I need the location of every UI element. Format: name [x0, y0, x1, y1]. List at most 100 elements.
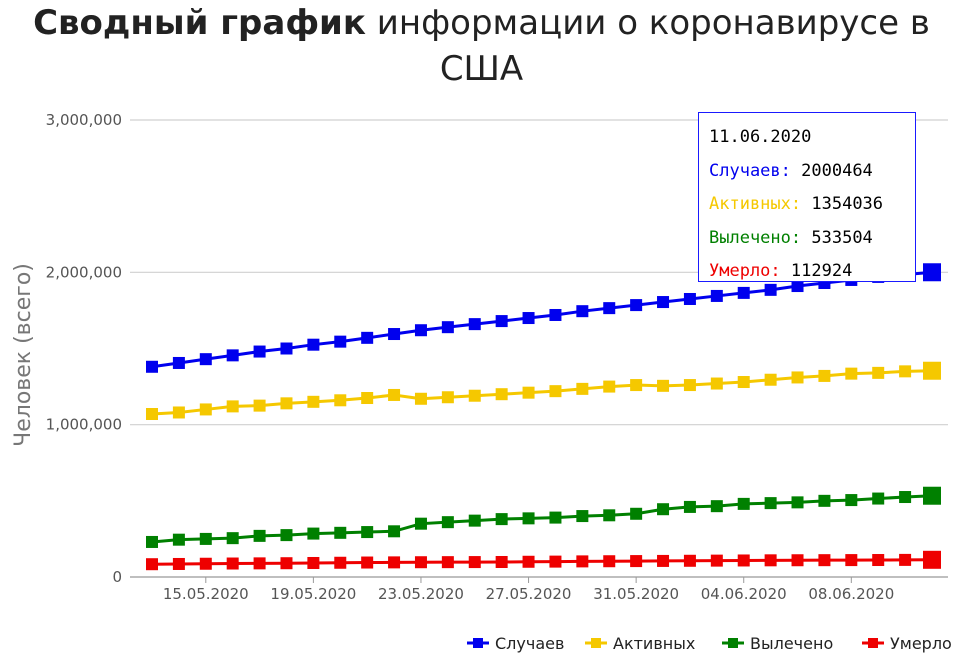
- data-point-active: [334, 394, 347, 407]
- data-point-recovered: [657, 503, 670, 516]
- y-tick-label: 3,000,000: [46, 111, 122, 129]
- data-point-cases: [683, 292, 696, 305]
- data-point-active: [630, 379, 643, 392]
- data-point-cases: [334, 335, 347, 348]
- data-point-deaths: [307, 556, 320, 569]
- page-title: Сводный график информации о коронавирусе…: [0, 0, 963, 92]
- data-point-active: [737, 376, 750, 389]
- data-point-cases: [710, 289, 723, 302]
- data-point-deaths: [146, 558, 158, 571]
- tooltip-value-active: 1354036: [811, 194, 884, 214]
- data-point-recovered: [923, 486, 941, 505]
- tooltip-value-deaths: 112924: [790, 261, 853, 281]
- data-point-recovered: [414, 517, 427, 530]
- data-point-recovered: [146, 535, 158, 548]
- data-point-deaths: [388, 556, 401, 569]
- tooltip-row-recovered: Вылечено: 533504: [709, 222, 905, 256]
- data-point-active: [549, 385, 562, 398]
- data-point-recovered: [199, 532, 212, 545]
- x-tick-label: 19.05.2020: [270, 585, 356, 603]
- data-point-active: [226, 400, 239, 413]
- data-point-cases: [737, 286, 750, 299]
- data-point-recovered: [307, 527, 320, 540]
- data-point-deaths: [172, 557, 185, 570]
- data-point-deaths: [683, 554, 696, 567]
- data-point-active: [603, 380, 616, 393]
- tooltip: 11.06.2020 Случаев: 2000464 Активных: 13…: [698, 112, 916, 282]
- data-point-active: [845, 367, 858, 380]
- data-point-active: [576, 382, 589, 395]
- data-point-recovered: [872, 492, 885, 505]
- data-point-deaths: [280, 557, 293, 570]
- data-point-active: [307, 395, 320, 408]
- data-point-deaths: [657, 554, 670, 567]
- legend-item-recovered[interactable]: Вылечено: [722, 634, 833, 653]
- data-point-cases: [280, 342, 293, 355]
- series-deaths: [146, 550, 941, 571]
- data-point-cases: [388, 328, 401, 341]
- data-point-active: [818, 369, 831, 382]
- data-point-active: [522, 386, 535, 399]
- y-tick-label: 0: [112, 568, 122, 586]
- data-point-recovered: [495, 513, 508, 526]
- series-recovered: [146, 486, 941, 548]
- data-point-active: [710, 377, 723, 390]
- axis-layer: 0 1,000,000 2,000,000 3,000,000 15.05.2020 19…: [46, 111, 895, 603]
- legend-item-deaths[interactable]: Умерло: [862, 634, 952, 653]
- data-point-recovered: [226, 532, 239, 545]
- tooltip-value-recovered: 533504: [811, 227, 873, 248]
- data-point-cases: [361, 331, 374, 344]
- data-point-cases: [226, 349, 239, 362]
- tooltip-date: 11.06.2020: [709, 127, 812, 147]
- data-point-deaths: [764, 554, 777, 567]
- data-point-active: [280, 397, 293, 410]
- y-tick-label: 1,000,000: [46, 416, 122, 434]
- data-point-recovered: [845, 494, 858, 507]
- data-point-cases: [146, 360, 158, 373]
- data-point-cases: [549, 308, 562, 321]
- data-point-recovered: [683, 500, 696, 513]
- data-point-cases: [791, 280, 804, 293]
- data-point-active: [657, 379, 670, 392]
- data-point-deaths: [737, 554, 750, 567]
- data-point-recovered: [388, 525, 401, 538]
- data-point-deaths: [522, 555, 535, 568]
- data-point-deaths: [630, 555, 643, 568]
- data-point-active: [468, 389, 481, 402]
- data-point-recovered: [468, 514, 481, 527]
- series-line-deaths: [151, 558, 933, 566]
- data-point-cases: [468, 318, 481, 331]
- legend-marker: [473, 638, 483, 648]
- data-point-cases: [495, 315, 508, 328]
- legend-label: Случаев: [495, 634, 564, 653]
- data-point-deaths: [791, 554, 804, 567]
- data-point-cases: [657, 296, 670, 309]
- x-tick-label: 23.05.2020: [378, 585, 464, 603]
- legend-item-cases[interactable]: Случаев: [467, 634, 564, 653]
- series-active: [146, 361, 941, 421]
- data-point-active: [441, 391, 454, 404]
- data-point-deaths: [710, 554, 723, 567]
- legend-label: Активных: [613, 634, 695, 653]
- data-point-active: [414, 392, 427, 405]
- data-point-deaths: [872, 554, 885, 567]
- page-title-rest: информации о коронавирусе в США: [376, 3, 930, 89]
- data-point-active: [899, 365, 912, 378]
- x-tick-label: 04.06.2020: [701, 585, 787, 603]
- tooltip-row-cases: Случаев: 2000464: [709, 155, 905, 189]
- data-point-cases: [199, 353, 212, 366]
- data-point-active: [361, 392, 374, 405]
- legend[interactable]: Случаев Активных Вылечено Умерло: [467, 634, 952, 653]
- tooltip-label-recovered: Вылечено:: [709, 227, 802, 248]
- x-tick-label: 31.05.2020: [593, 585, 679, 603]
- data-point-cases: [414, 324, 427, 337]
- data-point-deaths: [361, 556, 374, 569]
- x-tick-label: 27.05.2020: [486, 585, 572, 603]
- legend-item-active[interactable]: Активных: [585, 634, 695, 653]
- data-point-recovered: [253, 529, 266, 542]
- data-point-active: [388, 388, 401, 401]
- series-line-active: [151, 369, 933, 416]
- data-point-deaths: [899, 553, 912, 566]
- data-point-recovered: [522, 512, 535, 525]
